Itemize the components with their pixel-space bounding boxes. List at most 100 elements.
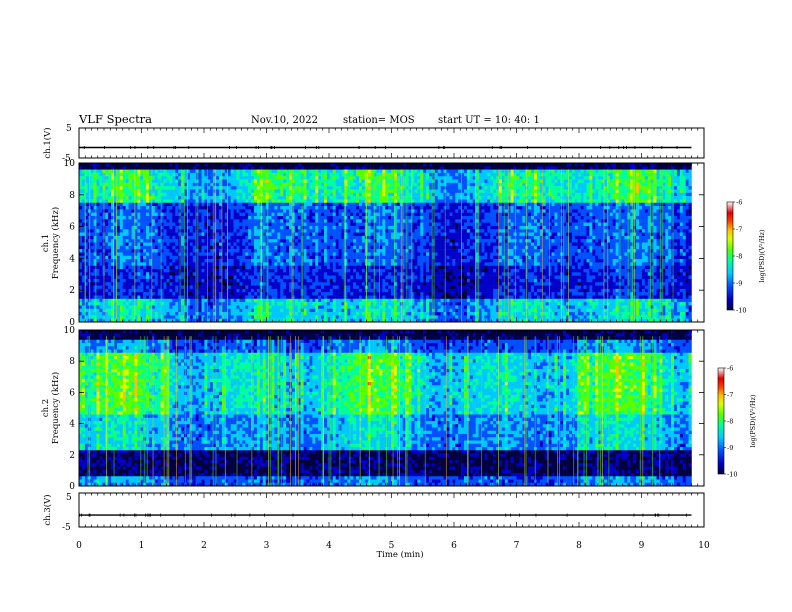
spectrogram-cell (114, 219, 118, 223)
spectrogram-cell (373, 235, 377, 240)
spectrogram-cell (163, 196, 167, 200)
spectrogram-cell (621, 225, 625, 230)
spectrogram-cell (586, 229, 590, 233)
spectrogram-cell (149, 163, 153, 167)
spectrogram-cell (277, 199, 281, 203)
spectrogram-cell (674, 172, 678, 177)
spectrogram-cell (219, 222, 223, 227)
spectrogram-cell (624, 169, 628, 174)
spectrogram-cell (189, 216, 193, 220)
spectrogram-cell (128, 229, 132, 233)
spectrogram-cell (589, 182, 593, 187)
spectrogram-cell (195, 192, 199, 197)
spectrogram-cell (353, 235, 357, 240)
spectrogram-cell (574, 196, 578, 200)
spectrogram-cell (493, 176, 497, 180)
spectrogram-cell (347, 202, 351, 207)
spectrogram-cell (321, 172, 325, 177)
spectrogram-cell (309, 186, 313, 190)
spectrogram-cell (394, 202, 398, 207)
spectrogram-cell (580, 232, 584, 237)
spectrogram-cell (493, 202, 497, 207)
spectrogram-cell (394, 232, 398, 237)
spectrogram-cell (423, 219, 427, 223)
spectrogram-cell (656, 229, 660, 233)
spectrogram-cell (379, 172, 383, 177)
spectrogram-cell (114, 169, 118, 174)
spectrogram-cell (335, 206, 339, 210)
spectrogram-cell (245, 202, 249, 207)
spectrogram-cell (394, 206, 398, 210)
spectrogram-cell (294, 172, 298, 177)
spectrogram-cell (251, 235, 255, 240)
spectrogram-cell (665, 235, 669, 240)
spectrogram-cell (557, 186, 561, 190)
spectrogram-cell (361, 232, 366, 237)
spectrogram-cell (318, 206, 322, 210)
spectrogram-cell (484, 235, 488, 240)
spectrogram-cell (114, 229, 118, 233)
spectrogram-cell (545, 189, 549, 194)
spectrogram-cell (685, 169, 689, 174)
spectrogram-cell (431, 186, 436, 190)
spectrogram-cell (682, 235, 686, 240)
spectrogram-cell (338, 196, 342, 200)
spectrogram-cell (344, 229, 348, 233)
spectrogram-cell (303, 212, 307, 217)
spectrogram-cell (624, 225, 628, 230)
spectrogram-cell (577, 216, 581, 220)
spectrogram-cell (274, 199, 278, 203)
spectrogram-cell (114, 225, 118, 230)
spectrogram-cell (108, 212, 112, 217)
spectrogram-cell (248, 212, 252, 217)
spectrogram-cell (434, 235, 438, 240)
spectrogram-cell (379, 225, 383, 230)
spectrogram-cell (539, 179, 543, 184)
spectrogram-cell (571, 222, 576, 227)
spectrogram-cell (169, 235, 173, 240)
spectrogram-cell (437, 189, 441, 194)
spectrogram-cell (84, 222, 88, 227)
spectrogram-cell (551, 182, 555, 187)
spectrogram-cell (639, 189, 643, 194)
spectrogram-cell (370, 172, 374, 177)
spectrogram-cell (601, 202, 605, 207)
spectrogram-cell (122, 235, 126, 240)
spectrogram-cell (224, 172, 228, 177)
spectrogram-cell (391, 206, 395, 210)
spectrogram-cell (254, 229, 258, 233)
spectrogram-cell (627, 179, 631, 184)
spectrogram-cell (583, 235, 587, 240)
spectrogram-cell (647, 216, 651, 220)
spectrogram-cell (455, 229, 459, 233)
spectrogram-cell (539, 222, 543, 227)
spectrogram-cell (93, 222, 97, 227)
spectrogram-cell (370, 196, 374, 200)
spectrogram-cell (630, 235, 634, 240)
spectrogram-cell (426, 196, 430, 200)
spectrogram-cell (93, 196, 97, 200)
spectrogram-cell (166, 225, 170, 230)
spectrogram-cell (122, 225, 126, 230)
spectrogram-cell (239, 235, 243, 240)
spectrogram-cell (175, 169, 179, 174)
spectrogram-cell (233, 196, 237, 200)
spectrogram-cell (510, 192, 514, 197)
spectrogram-cell (254, 189, 258, 194)
spectrogram-cell (219, 182, 223, 187)
spectrogram-cell (361, 199, 366, 203)
spectrogram-cell (131, 212, 135, 217)
spectrogram-cell (93, 239, 97, 243)
spectrogram-cell (321, 202, 325, 207)
spectrogram-cell (309, 229, 313, 233)
spectrogram-cell (449, 222, 453, 227)
spectrogram-cell (90, 189, 94, 194)
spectrogram-cell (312, 209, 316, 213)
spectrogram-cell (297, 176, 301, 180)
spectrogram-cell (411, 216, 415, 220)
spectrogram-cell (233, 179, 237, 184)
spectrogram-cell (350, 166, 354, 170)
spectrogram-cell (458, 202, 462, 207)
spectrogram-cell (146, 222, 150, 227)
spectrogram-cell (665, 186, 669, 190)
